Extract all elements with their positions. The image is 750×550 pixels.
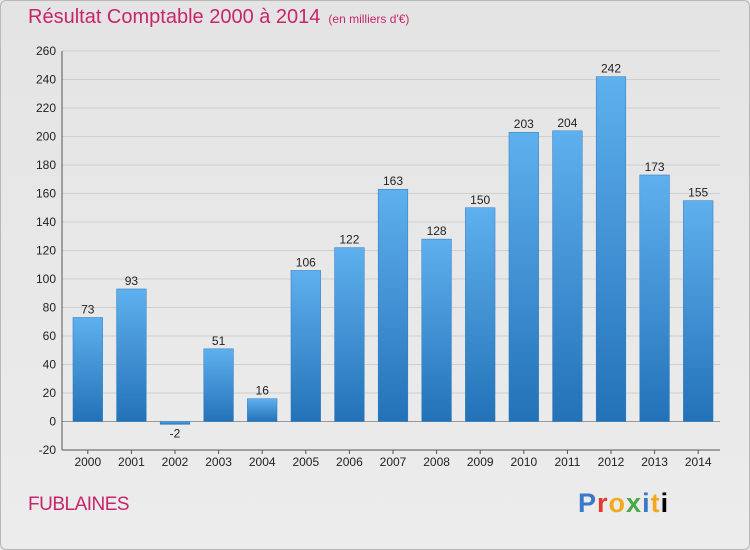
y-tick-label: 160 [36, 187, 56, 201]
bar [334, 247, 365, 422]
y-tick-label: 220 [36, 101, 56, 115]
data-label: 155 [688, 186, 708, 200]
bar [116, 288, 147, 422]
data-label: 73 [81, 302, 95, 316]
x-tick-label: 2000 [74, 455, 101, 469]
bar [203, 348, 234, 422]
bar [72, 317, 103, 422]
logo-letter: x [626, 488, 643, 518]
y-tick-label: 20 [43, 386, 57, 400]
y-tick-label: 260 [36, 44, 56, 58]
x-tick-label: 2009 [467, 455, 494, 469]
bar [421, 238, 452, 422]
y-tick-label: 100 [36, 272, 56, 286]
y-tick-label: 80 [43, 301, 57, 315]
data-label: 106 [296, 255, 316, 269]
location-name: FUBLAINES [28, 494, 130, 515]
logo-letter: i [660, 488, 670, 518]
x-tick-label: 2012 [598, 455, 625, 469]
y-tick-label: 40 [43, 358, 57, 372]
bars [72, 76, 714, 425]
bar [639, 174, 670, 422]
data-label: 16 [256, 384, 270, 398]
x-tick-label: 2005 [292, 455, 319, 469]
data-label: 242 [601, 62, 621, 76]
data-label: 203 [514, 117, 534, 131]
x-tick-label: 2006 [336, 455, 363, 469]
bar [508, 131, 539, 422]
data-labels: 73 93 -2 51 16 106 122 163 128 150 203 204 242 173 155 [81, 62, 708, 441]
logo-letter: t [650, 488, 661, 518]
y-tick-label: 200 [36, 130, 56, 144]
bar [683, 200, 714, 422]
y-tick-label: 60 [43, 329, 57, 343]
chart-title-text: Résultat Comptable 2000 à 2014 [28, 6, 321, 28]
bar [290, 270, 321, 422]
data-label: 128 [427, 224, 447, 238]
x-tick-label: 2011 [554, 455, 580, 469]
x-tick-label: 2014 [685, 455, 712, 469]
axes: -20 0 20 40 60 80 100 120 140 160 180 200 220 240 260 2… [36, 44, 720, 469]
x-tick-label: 2003 [205, 455, 232, 469]
y-tick-label: -20 [39, 443, 57, 457]
data-label: 204 [557, 116, 577, 130]
y-tick-label: 140 [36, 215, 56, 229]
bar [465, 207, 496, 422]
x-tick-label: 2002 [162, 455, 189, 469]
data-label: 163 [383, 174, 403, 188]
x-tick-label: 2007 [380, 455, 407, 469]
proxiti-logo[interactable]: Proxiti [578, 488, 669, 519]
x-tick-label: 2008 [423, 455, 450, 469]
data-label: 93 [125, 274, 139, 288]
logo-letter: i [642, 488, 651, 518]
y-tick-label: 180 [36, 158, 56, 172]
x-tick-label: 2001 [118, 455, 145, 469]
y-tick-label: 0 [49, 415, 56, 429]
data-label: 51 [212, 334, 226, 348]
data-label: 173 [645, 160, 665, 174]
x-tick-label: 2013 [641, 455, 668, 469]
bar [377, 188, 409, 422]
data-label: -2 [170, 426, 181, 440]
bar [595, 76, 627, 422]
x-tick-label: 2010 [510, 455, 537, 469]
chart-title: Résultat Comptable 2000 à 2014 (en millie… [28, 6, 409, 29]
chart-subtitle: (en milliers d'€) [328, 12, 410, 26]
data-label: 150 [470, 193, 490, 207]
x-tick-label: 2004 [249, 455, 276, 469]
bar [552, 130, 583, 422]
y-tick-label: 240 [36, 73, 56, 87]
data-label: 122 [339, 233, 359, 247]
logo-letter: P [578, 488, 598, 518]
y-tick-label: 120 [36, 244, 56, 258]
logo-letter: r [597, 488, 609, 518]
bar [247, 398, 278, 422]
logo-letter: o [608, 488, 627, 518]
bar [159, 421, 191, 425]
